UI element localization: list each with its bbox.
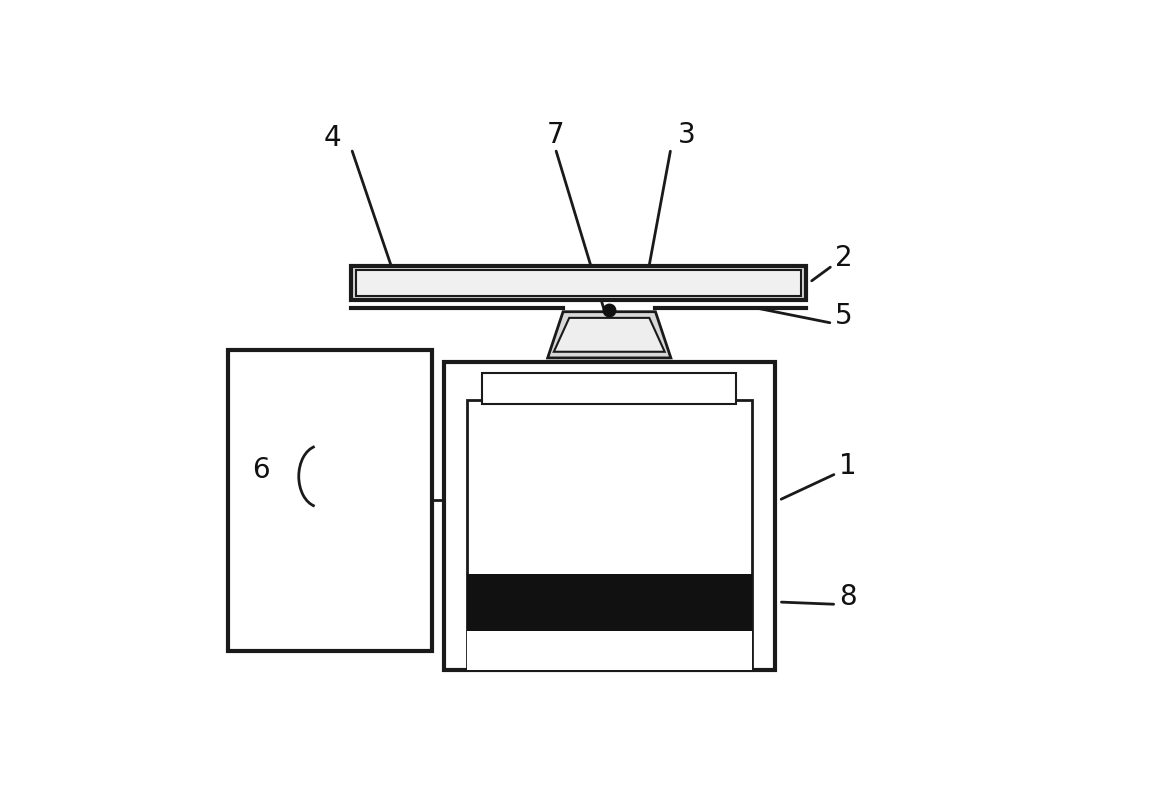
Bar (482, 373, 737, 405)
Polygon shape (554, 318, 664, 352)
Polygon shape (547, 312, 671, 358)
Bar (228, 350, 432, 650)
Text: 5: 5 (835, 301, 852, 329)
Text: 6: 6 (253, 456, 270, 484)
Bar (351, 265, 806, 300)
Bar (356, 270, 802, 296)
Bar (467, 400, 752, 670)
Text: 7: 7 (546, 121, 564, 149)
Text: 3: 3 (677, 121, 695, 149)
Text: 2: 2 (835, 244, 852, 272)
Bar (467, 631, 752, 670)
Text: 4: 4 (323, 124, 341, 152)
Text: 8: 8 (840, 582, 857, 610)
Text: 1: 1 (840, 452, 857, 480)
Bar (444, 362, 775, 670)
Bar (467, 574, 752, 631)
